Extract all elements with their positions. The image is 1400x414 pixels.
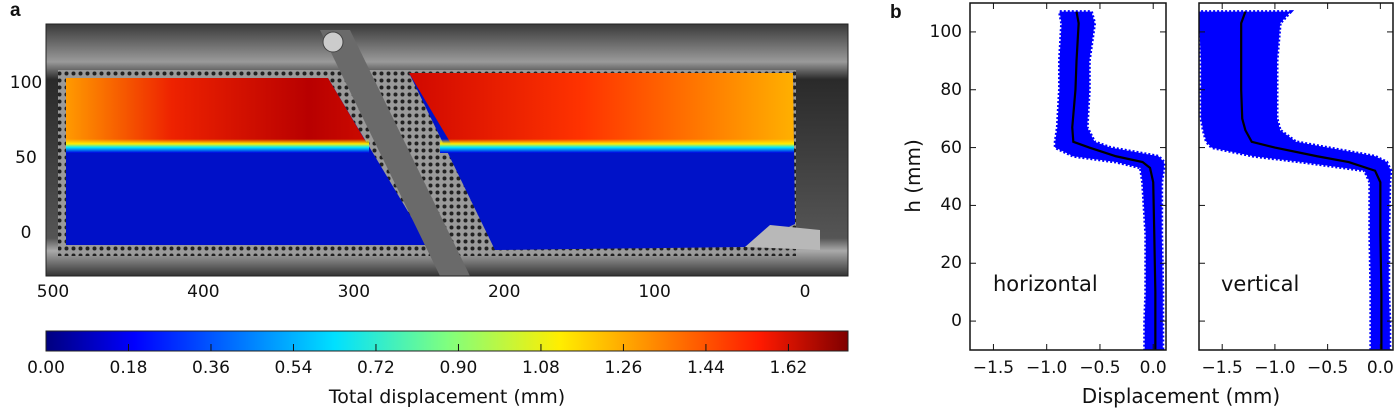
colorbar-tick-label: 0.90 <box>439 358 478 378</box>
panel-b-ylabel: h (mm) <box>901 139 925 213</box>
x-tick-label: 0.0 <box>1366 358 1394 378</box>
colorbar-tick-label: 0.00 <box>27 358 65 378</box>
panel-b-letter: b <box>890 2 902 23</box>
x-tick-label: −0.5 <box>1306 358 1349 378</box>
colorbar-tick-label: 1.08 <box>522 358 560 378</box>
support-bracket <box>745 225 820 250</box>
y-tick-label: 50 <box>15 148 37 168</box>
scatter-band <box>1199 10 1393 350</box>
scatter-band <box>1053 10 1166 350</box>
axes-frame <box>969 2 1167 351</box>
upper-block-right <box>409 73 794 147</box>
actuator <box>320 30 470 276</box>
upper-block-left <box>66 78 369 147</box>
y-tick-label: 80 <box>940 79 962 100</box>
panel-a-image <box>45 23 849 277</box>
x-tick-label: 300 <box>337 282 371 302</box>
subplot-vertical <box>1198 2 1394 351</box>
axes-frame <box>1198 2 1394 351</box>
colorbar-tick-label: 0.18 <box>109 358 148 378</box>
colorbar-tick-label: 0.54 <box>274 358 313 378</box>
colorbar-tick-label: 1.44 <box>686 358 725 378</box>
subplot-horizontal <box>969 2 1167 351</box>
mean-line <box>1240 11 1383 350</box>
mean-line <box>1071 11 1157 350</box>
y-tick-label: 20 <box>940 253 962 274</box>
colorbar-tick-label: 0.36 <box>192 358 230 378</box>
subplot-title-horizontal: horizontal <box>993 272 1098 296</box>
colorbar-tick-label: 0.72 <box>357 358 395 378</box>
subplot-title-vertical: vertical <box>1221 272 1300 296</box>
y-tick-label: 100 <box>9 73 43 93</box>
colorbar-tick-label: 1.62 <box>769 358 808 378</box>
y-tick-label: 0 <box>20 223 32 243</box>
colorbar-tick-label: 1.26 <box>604 358 643 378</box>
x-tick-label: 500 <box>36 282 70 302</box>
x-tick-label: −1.5 <box>972 358 1015 378</box>
y-tick-label: 40 <box>940 195 962 216</box>
x-tick-label: 0 <box>799 282 811 302</box>
x-tick-label: −1.0 <box>1026 358 1068 378</box>
y-tick-label: 60 <box>940 137 962 158</box>
x-tick-label: 0.0 <box>1139 358 1167 378</box>
y-tick-label: 0 <box>951 311 962 332</box>
y-tick-label: 100 <box>929 21 962 42</box>
colorbar <box>45 330 849 352</box>
panel-a-letter: a <box>10 0 21 21</box>
colorbar-label: Total displacement (mm) <box>328 386 566 408</box>
x-tick-label: −1.0 <box>1254 358 1296 378</box>
x-tick-label: 400 <box>187 282 220 302</box>
x-tick-label: −1.5 <box>1201 358 1243 378</box>
panel-b-xlabel: Displacement (mm) <box>1081 384 1281 408</box>
x-tick-label: −0.5 <box>1079 358 1121 378</box>
x-tick-label: 200 <box>487 282 521 302</box>
x-tick-label: 100 <box>638 282 671 302</box>
